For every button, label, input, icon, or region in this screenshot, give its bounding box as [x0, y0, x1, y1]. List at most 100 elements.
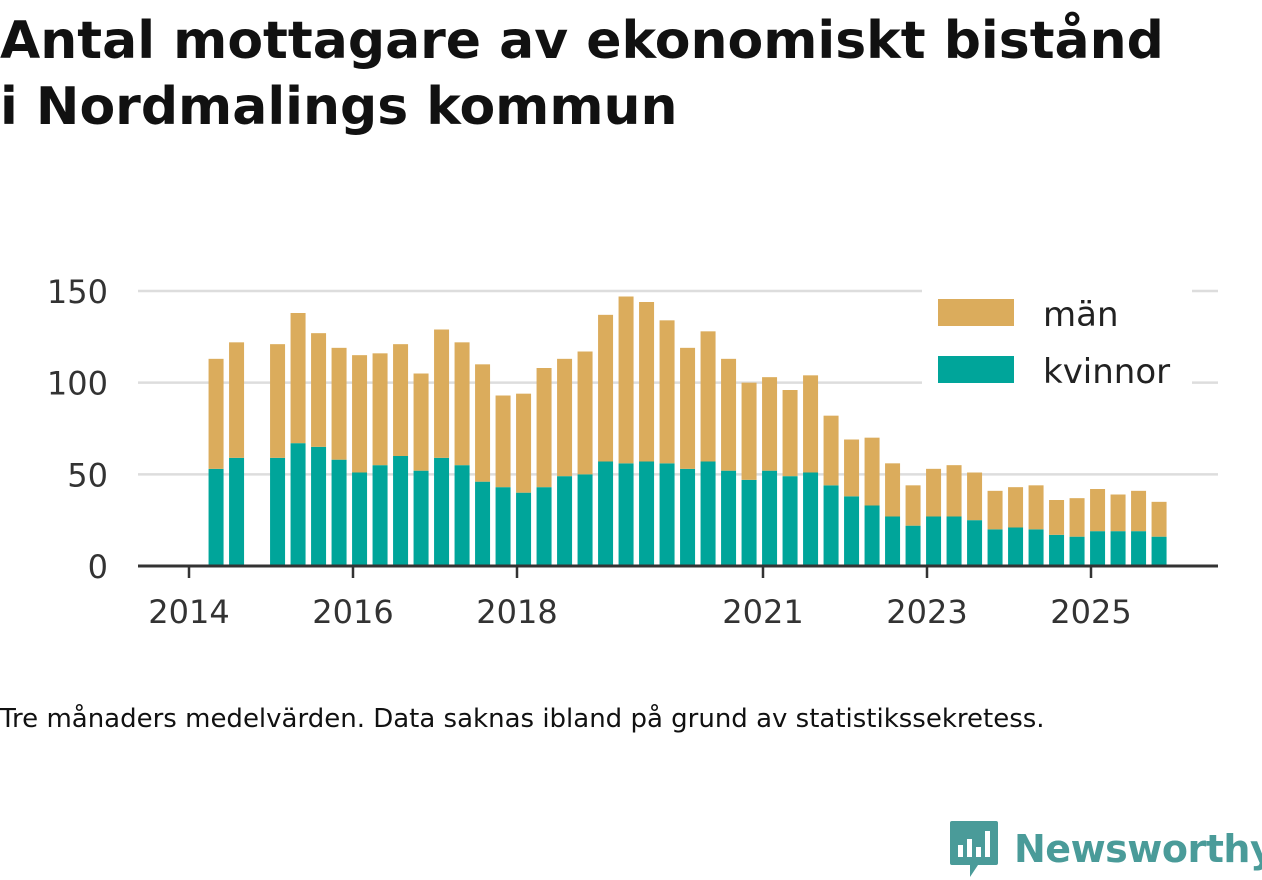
bar-kvinnor	[926, 516, 942, 566]
bar-man	[454, 342, 470, 466]
bar-kvinnor	[741, 479, 757, 566]
bar-kvinnor	[680, 468, 696, 566]
bar-kvinnor	[946, 516, 962, 566]
bar-man	[803, 375, 819, 473]
chart-title: Antal mottagare av ekonomiskt bistånd i …	[0, 8, 1262, 140]
bar-man	[885, 463, 901, 517]
bar-kvinnor	[823, 485, 839, 566]
x-tick-label: 2021	[722, 593, 803, 631]
newsworthy-logo: Newsworthy	[948, 818, 1262, 880]
bar-man	[290, 313, 306, 444]
y-tick-label: 100	[47, 365, 108, 403]
bar-kvinnor	[639, 461, 655, 566]
bar-kvinnor	[434, 457, 450, 566]
bar-man	[495, 395, 511, 488]
bar-man	[823, 415, 839, 486]
bar-kvinnor	[311, 446, 327, 566]
bar-man	[311, 333, 327, 447]
bar-kvinnor	[557, 476, 573, 566]
bar-kvinnor	[229, 457, 245, 566]
bar-man	[721, 358, 737, 471]
bar-man	[1131, 490, 1147, 532]
bar-man	[331, 347, 347, 460]
bar-kvinnor	[598, 461, 614, 566]
bar-kvinnor	[844, 496, 860, 566]
bar-kvinnor	[577, 474, 593, 566]
bar-kvinnor	[967, 520, 983, 566]
bar-kvinnor	[864, 505, 880, 566]
bar-kvinnor	[659, 463, 675, 566]
bar-kvinnor	[700, 461, 716, 566]
bar-man	[782, 390, 798, 477]
bar-man	[1090, 489, 1106, 532]
bar-man	[639, 302, 655, 462]
bar-man	[475, 364, 491, 482]
bar-kvinnor	[454, 465, 470, 566]
bar-man	[1028, 485, 1044, 530]
bar-kvinnor	[885, 516, 901, 566]
bar-man	[762, 377, 778, 471]
bar-kvinnor	[1008, 527, 1024, 566]
brand-name: Newsworthy	[1014, 827, 1262, 871]
bar-kvinnor	[1028, 529, 1044, 566]
bar-man	[618, 296, 634, 464]
bar-man	[967, 472, 983, 521]
bar-man	[536, 368, 552, 488]
x-tick-label: 2018	[476, 593, 557, 631]
chart-title-line-1: Antal mottagare av ekonomiskt bistånd	[0, 11, 1164, 71]
bar-man	[844, 439, 860, 497]
bar-kvinnor	[1131, 531, 1147, 566]
bar-kvinnor	[1069, 536, 1085, 566]
x-tick-label: 2014	[148, 593, 229, 631]
bar-kvinnor	[331, 459, 347, 566]
chart-title-line-2: i Nordmalings kommun	[0, 77, 678, 137]
bar-man	[598, 314, 614, 462]
bar-kvinnor	[782, 476, 798, 566]
bar-kvinnor	[536, 487, 552, 566]
bar-man	[229, 342, 245, 458]
bar-man	[700, 331, 716, 462]
bar-man	[680, 347, 696, 469]
bar-kvinnor	[495, 487, 511, 566]
legend: män kvinnor	[922, 286, 1192, 398]
bar-kvinnor	[1151, 536, 1167, 566]
bar-kvinnor	[1090, 531, 1106, 566]
y-tick-label: 50	[67, 456, 108, 494]
bar-man	[946, 465, 962, 517]
bar-man	[393, 344, 409, 456]
bar-man	[905, 485, 921, 526]
axes: 0 50 100 150 2014 2016 2018 2021 2023 2025	[47, 273, 1218, 631]
bar-kvinnor	[762, 470, 778, 566]
bar-man	[577, 351, 593, 475]
newsworthy-logo-icon	[950, 821, 998, 877]
y-tick-label: 0	[88, 548, 108, 586]
legend-swatch-man	[938, 299, 1014, 326]
bar-man	[1069, 498, 1085, 537]
x-tick-label: 2025	[1050, 593, 1131, 631]
bars	[208, 296, 1167, 566]
y-tick-label: 150	[47, 273, 108, 311]
bar-man	[659, 320, 675, 464]
bar-kvinnor	[905, 525, 921, 566]
bar-man	[987, 490, 1003, 530]
bar-kvinnor	[1049, 534, 1065, 566]
bar-kvinnor	[290, 443, 306, 566]
chart-caption: Tre månaders medelvärden. Data saknas ib…	[0, 704, 1045, 734]
bar-man	[557, 358, 573, 477]
x-tick-label: 2016	[312, 593, 393, 631]
bar-kvinnor	[352, 472, 368, 566]
bar-kvinnor	[393, 456, 409, 566]
bar-man	[434, 329, 450, 458]
bar-man	[864, 437, 880, 506]
bar-man	[413, 373, 429, 471]
bar-man	[270, 344, 286, 458]
bar-man	[1151, 501, 1167, 537]
bar-man	[1008, 487, 1024, 528]
bar-man	[926, 468, 942, 517]
bar-kvinnor	[270, 457, 286, 566]
bar-man	[1110, 494, 1126, 532]
bar-man	[1049, 500, 1065, 535]
bar-kvinnor	[372, 465, 388, 566]
bar-kvinnor	[516, 492, 532, 566]
